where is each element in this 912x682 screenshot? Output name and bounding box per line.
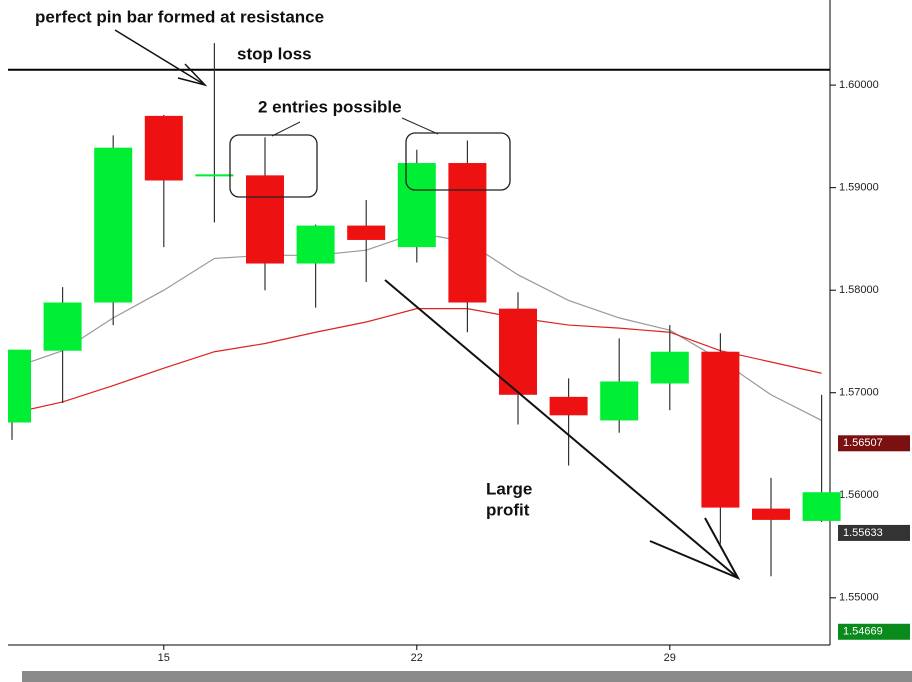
candle-body [195,174,234,177]
plot: 1.55000 1.56000 1.57000 1.58000 1.59000 1.600… [0,0,910,664]
price-tag [838,435,910,452]
arrow [114,29,206,86]
price-tag [838,524,910,541]
scrollbar [22,671,912,682]
y-tick-label: 1.60000 [839,79,879,91]
annotation: perfect pin bar formed at resistance [35,7,324,26]
candle-body [802,492,841,521]
entry-box [405,132,511,191]
candle-body [296,225,335,264]
arrow-head [177,63,208,87]
candle-body [94,147,133,303]
annotation: 2 entries possible [258,97,402,116]
candle-body [650,351,689,384]
x-tick-label: 15 [158,652,170,664]
price-tag [838,623,910,640]
arrow [384,279,739,579]
price-tag-label: 1.56507 [843,437,883,449]
annotation: Large [486,479,532,498]
candle-body [347,225,386,240]
annotation: profit [486,500,530,519]
x-tick-label: 22 [411,652,423,664]
mask [0,0,8,645]
callout-line [271,121,301,137]
candle-body [43,302,82,351]
candle-body [549,396,588,416]
candle-body [448,163,487,303]
y-tick-label: 1.57000 [839,387,879,399]
candle-body [600,381,639,421]
y-tick-label: 1.58000 [839,284,879,296]
callout-line [401,117,439,135]
arrow-head [649,517,741,581]
y-tick-label: 1.59000 [839,182,879,194]
moving-average [11,308,822,414]
x-tick-label: 29 [664,652,676,664]
candle-body [701,351,740,508]
price-tag-label: 1.55633 [843,527,883,539]
candle-body [246,175,284,264]
y-tick-label: 1.56000 [839,489,879,501]
candle-body [752,508,790,520]
annotation: stop loss [237,44,312,63]
y-tick-label: 1.55000 [839,592,879,604]
candle-body [397,163,436,248]
price-tag-label: 1.54669 [843,626,883,638]
candle-body [144,115,183,181]
